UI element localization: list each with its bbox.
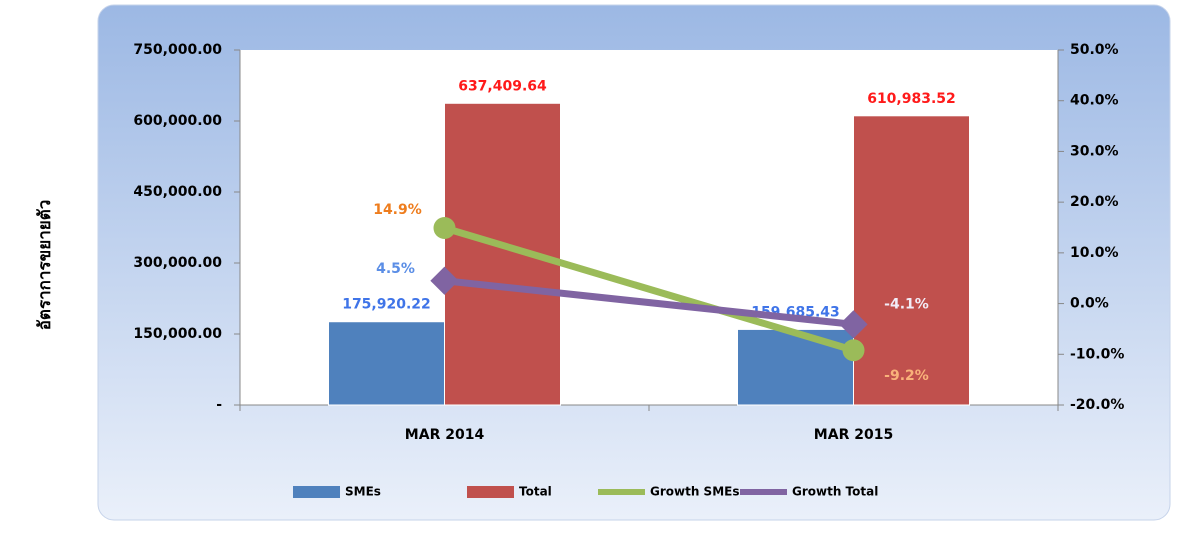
line-series [443, 224, 855, 354]
line-value-label: -9.2% [884, 368, 929, 384]
line-value-label: 14.9% [373, 202, 422, 218]
y-axis-label: อัตราการขยายตัว [35, 200, 55, 331]
legend-swatch [467, 486, 514, 498]
y-tick-label: 600,000.00 [133, 113, 222, 129]
y2-tick-label: -10.0% [1070, 346, 1124, 362]
legend-swatch [293, 486, 340, 498]
bar [853, 115, 970, 406]
bar-value-label: 637,409.64 [458, 78, 547, 94]
line-marker [839, 310, 868, 339]
y2-tick-label: 20.0% [1070, 194, 1119, 210]
y2-tick-label: 30.0% [1070, 143, 1119, 159]
bar-value-label: 610,983.52 [867, 91, 956, 107]
legend-label: Growth SMEs [650, 485, 739, 499]
y-tick-label: 300,000.00 [133, 255, 222, 271]
y-tick-label: - [216, 397, 222, 413]
line-marker [433, 217, 456, 240]
y-tick-label: 750,000.00 [133, 42, 222, 58]
bar [737, 328, 854, 406]
y2-tick-label: 10.0% [1070, 245, 1119, 261]
line-value-label: -4.1% [884, 296, 929, 312]
line-value-label: 4.5% [376, 261, 415, 277]
line-marker [842, 339, 865, 362]
line-series [444, 277, 854, 328]
legend-label: SMEs [345, 485, 381, 499]
legend-label: Total [519, 485, 552, 499]
y2-tick-label: 0.0% [1070, 296, 1109, 312]
y2-tick-label: 50.0% [1070, 42, 1119, 58]
y2-tick-label: 40.0% [1070, 93, 1119, 109]
line-marker [430, 266, 459, 295]
bar-value-label: 175,920.22 [342, 297, 431, 313]
x-tick-label: MAR 2014 [405, 427, 485, 443]
legend-label: Growth Total [792, 485, 878, 499]
bar [328, 321, 445, 406]
y2-tick-label: -20.0% [1070, 397, 1124, 413]
y-tick-label: 450,000.00 [133, 184, 222, 200]
x-tick-label: MAR 2015 [814, 427, 893, 443]
y-tick-label: 150,000.00 [133, 326, 222, 342]
